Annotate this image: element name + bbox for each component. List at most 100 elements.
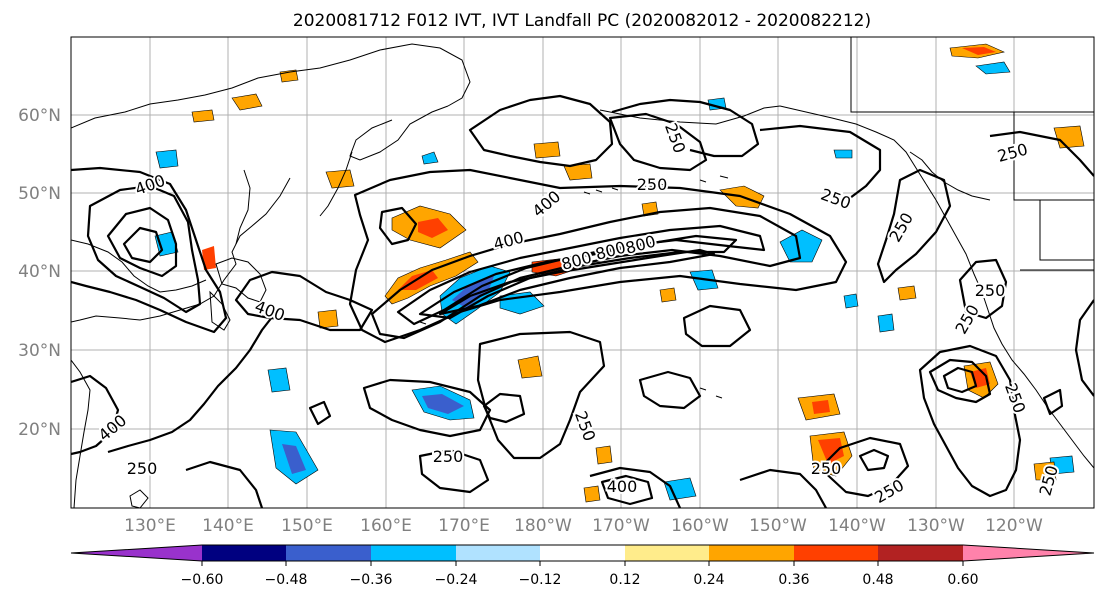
- positive-anomaly-patch: [583, 485, 601, 503]
- ivt-contour-400: [71, 374, 120, 456]
- ivt-contour-250: [589, 466, 682, 508]
- map-title: 2020081712 F012 IVT, IVT Landfall PC (20…: [293, 11, 871, 31]
- ivt-contour-250: [468, 94, 614, 168]
- colorbar-ticks: [201, 561, 964, 566]
- positive-anomaly-patch: [202, 246, 216, 270]
- negative-anomaly-patch: [975, 61, 1011, 75]
- negative-anomaly-patch: [663, 477, 697, 501]
- ivt-contour-400: [396, 224, 766, 326]
- ivt-contour-250: [876, 168, 952, 284]
- positive-anomaly-patch: [563, 163, 593, 181]
- positive-anomaly-patch: [595, 445, 613, 465]
- ivt-contour-250: [71, 166, 228, 334]
- ivt-contour-400: [106, 206, 178, 278]
- colorbar-segment: [202, 545, 286, 561]
- ivt-contour-250: [418, 448, 490, 494]
- ivt-contour-400: [942, 366, 978, 394]
- ivt-contour-250: [958, 258, 1008, 320]
- colorbar-tick-label: 0.36: [778, 572, 809, 588]
- ivt-contour-250: [308, 400, 332, 426]
- ivt-contour-250: [818, 436, 910, 498]
- colorbar-segment: [709, 545, 794, 561]
- ivt-contour-250: [918, 344, 1022, 498]
- lon-label: 130°W: [907, 516, 965, 536]
- positive-anomaly-patch: [231, 93, 263, 111]
- map-panel: 250 250 250 250 250 250 250 250 250 250 …: [70, 36, 1095, 509]
- longitude-axis: 130°E 140°E 150°E 160°E 170°E 180°W 170°…: [124, 516, 1043, 536]
- lon-label: 180°W: [514, 516, 572, 536]
- map-frame: [70, 36, 1095, 509]
- coastlines: [71, 37, 1094, 508]
- negative-anomaly-patch: [422, 394, 464, 414]
- ivt-contour-400: [86, 184, 202, 314]
- lon-label: 120°W: [985, 516, 1043, 536]
- lon-label: 150°W: [749, 516, 807, 536]
- ivt-contour-800: [418, 234, 738, 320]
- colorbar-segment: [963, 545, 1094, 561]
- colorbar-segment: [625, 545, 709, 561]
- pc-anomaly-fills: [154, 43, 1085, 503]
- ivt-contour-250: [759, 124, 882, 199]
- contour-label-250: 250: [127, 459, 158, 478]
- contour-label-250: 250: [811, 459, 842, 478]
- ivt-contour-400: [370, 206, 802, 340]
- negative-anomaly-patch: [421, 151, 439, 165]
- positive-anomaly-patch: [418, 218, 448, 238]
- ivt-contour-250: [378, 206, 418, 246]
- colorbar-segment: [286, 545, 371, 561]
- colorbar-segment: [794, 545, 878, 561]
- ivt-contour-250: [348, 168, 848, 344]
- colorbar-segments: [71, 545, 1094, 561]
- lat-label: 40°N: [18, 262, 61, 282]
- lon-label: 130°E: [124, 516, 176, 536]
- ivt-contour-250: [739, 468, 827, 508]
- ivt-contour-250: [362, 378, 492, 438]
- negative-anomaly-patch: [282, 444, 306, 474]
- positive-anomaly-patch: [1033, 461, 1057, 481]
- ivt-contour-400: [600, 474, 654, 506]
- ivt-contour-250: [682, 304, 752, 348]
- positive-anomaly-patch: [659, 287, 677, 303]
- negative-anomaly-patch: [267, 367, 291, 393]
- ivt-contour-250: [611, 98, 760, 158]
- colorbar-tick-label: −0.12: [519, 572, 562, 588]
- positive-anomaly-patch: [818, 438, 844, 464]
- lat-label: 60°N: [18, 106, 61, 126]
- ivt-contour-250: [858, 448, 890, 472]
- ivt-contour-250: [185, 460, 264, 508]
- colorbar-tick-label: 0.60: [947, 572, 978, 588]
- lat-label: 30°N: [18, 341, 61, 361]
- contour-label-250: 250: [433, 447, 464, 466]
- ivt-contour-400: [122, 226, 164, 264]
- negative-anomaly-patch: [877, 313, 895, 333]
- colorbar-segment: [456, 545, 540, 561]
- colorbar-tick-label: −0.36: [350, 572, 393, 588]
- ivt-contour-250: [638, 370, 702, 410]
- negative-anomaly-patch: [833, 149, 853, 159]
- colorbar-segment: [540, 545, 625, 561]
- colorbar-tick-label: −0.48: [265, 572, 308, 588]
- lon-label: 150°E: [281, 516, 333, 536]
- contour-label-250: 250: [637, 175, 668, 194]
- ivt-contour-250: [482, 392, 526, 424]
- colorbar-tick-label: 0.48: [862, 572, 893, 588]
- ivt-contour-800: [438, 248, 716, 316]
- lat-label: 50°N: [18, 184, 61, 204]
- colorbar-tick-label: −0.24: [435, 572, 478, 588]
- colorbar-tick-label: −0.60: [181, 572, 224, 588]
- positive-anomaly-patch: [317, 309, 339, 329]
- latitude-axis: 60°N 50°N 40°N 30°N 20°N: [18, 106, 61, 440]
- lon-label: 170°W: [592, 516, 650, 536]
- positive-anomaly-patch: [533, 141, 561, 159]
- lon-label: 160°E: [360, 516, 412, 536]
- colorbar-segment: [371, 545, 456, 561]
- contour-label-250: 250: [975, 281, 1006, 300]
- colorbar-tick-label: 0.12: [609, 572, 640, 588]
- colorbar-segment: [878, 545, 963, 561]
- lon-label: 140°E: [202, 516, 254, 536]
- ivt-contour-250: [989, 130, 1094, 177]
- positive-anomaly-patch: [962, 47, 996, 55]
- positive-anomaly-patch: [191, 109, 215, 123]
- lon-label: 160°W: [671, 516, 729, 536]
